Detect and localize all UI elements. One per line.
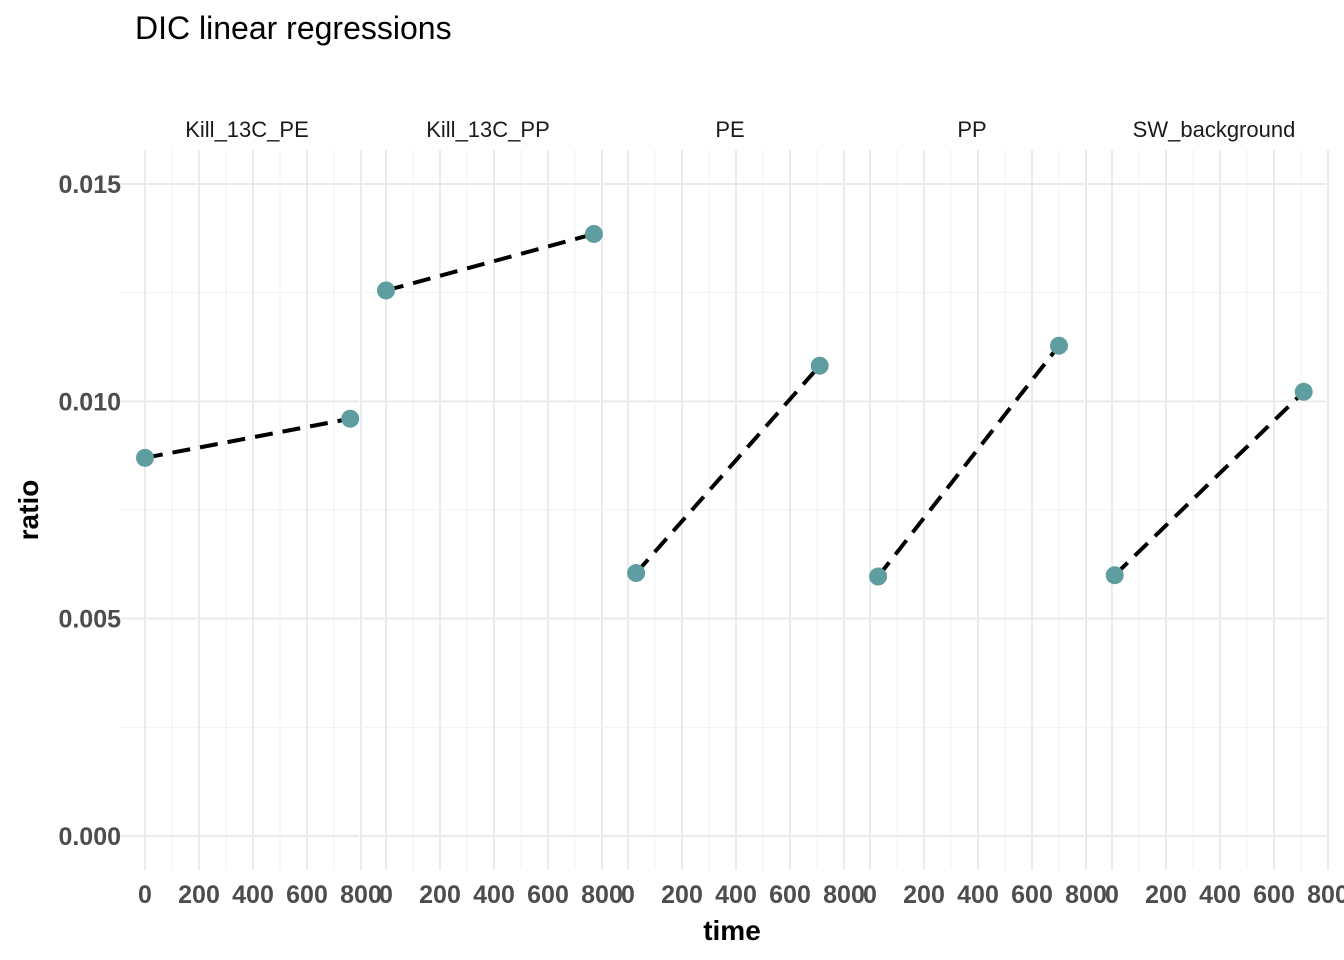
data-point (136, 448, 154, 467)
data-point (810, 356, 829, 375)
facet-strip-label: PE (715, 117, 744, 142)
y-axis: 0.000 0.005 0.010 0.015 (58, 171, 121, 851)
x-tick-label: 200 (178, 881, 220, 909)
facet-panel-Kill_13C_PE: Kill_13C_PE 0 200 400 600 800 (119, 117, 382, 909)
x-axis-title: time (703, 915, 761, 946)
regression-line (634, 364, 822, 575)
facet-strip-label: SW_background (1133, 117, 1296, 142)
facet-strip-label: PP (957, 117, 986, 142)
regression-line (144, 416, 351, 460)
y-tick-label: 0.000 (58, 823, 121, 851)
data-point (627, 564, 646, 583)
x-tick-label: 600 (527, 881, 569, 909)
x-tick-label: 800 (340, 881, 382, 909)
facet-panel-PE: PE 0 200 400 600 800 (602, 117, 865, 909)
facet-panel-SW_background: SW_background 0 200 400 600 800 (1086, 117, 1344, 909)
x-tick-label: 200 (661, 881, 703, 909)
facet-strip-label: Kill_13C_PE (185, 117, 309, 142)
x-tick-label: 600 (1253, 881, 1295, 909)
x-tick-label: 400 (232, 881, 274, 909)
x-tick-label: 400 (715, 881, 757, 909)
data-point (584, 224, 603, 243)
x-tick-label: 600 (286, 881, 328, 909)
x-tick-label: 400 (473, 881, 515, 909)
regression-line (385, 232, 595, 293)
x-tick-label: 0 (863, 881, 877, 909)
chart-title: DIC linear regressions (135, 10, 452, 46)
x-tick-label: 800 (1307, 881, 1344, 909)
x-tick-label: 0 (1105, 881, 1119, 909)
data-point (1050, 336, 1068, 355)
data-point (1105, 566, 1124, 585)
y-tick-label: 0.010 (58, 388, 121, 416)
x-tick-label: 800 (1065, 881, 1107, 909)
x-tick-label: 400 (957, 881, 999, 909)
data-point (1294, 382, 1313, 401)
x-tick-label: 0 (379, 881, 393, 909)
facet-strip-label: Kill_13C_PP (426, 117, 550, 142)
x-tick-label: 200 (419, 881, 461, 909)
x-tick-label: 400 (1199, 881, 1241, 909)
regression-line (876, 344, 1061, 578)
x-tick-label: 0 (138, 881, 152, 909)
facet-panels: Kill_13C_PE 0 200 400 600 800 Kill_13C_PP 0 200 4… (119, 117, 1344, 909)
y-axis-title: ratio (13, 480, 44, 541)
x-tick-label: 0 (621, 881, 635, 909)
x-tick-label: 200 (903, 881, 945, 909)
facet-panel-Kill_13C_PP: Kill_13C_PP 0 200 400 600 800 (360, 117, 623, 909)
data-point (341, 409, 360, 428)
x-tick-label: 600 (1011, 881, 1053, 909)
data-point (377, 281, 395, 300)
regression-line (1113, 390, 1306, 577)
facet-panel-PP: PP 0 200 400 600 800 (844, 117, 1107, 909)
data-point (869, 567, 888, 586)
y-tick-label: 0.005 (58, 606, 121, 634)
x-tick-label: 800 (823, 881, 865, 909)
y-tick-label: 0.015 (58, 171, 121, 199)
x-tick-label: 200 (1145, 881, 1187, 909)
x-tick-label: 600 (769, 881, 811, 909)
x-tick-label: 800 (581, 881, 623, 909)
